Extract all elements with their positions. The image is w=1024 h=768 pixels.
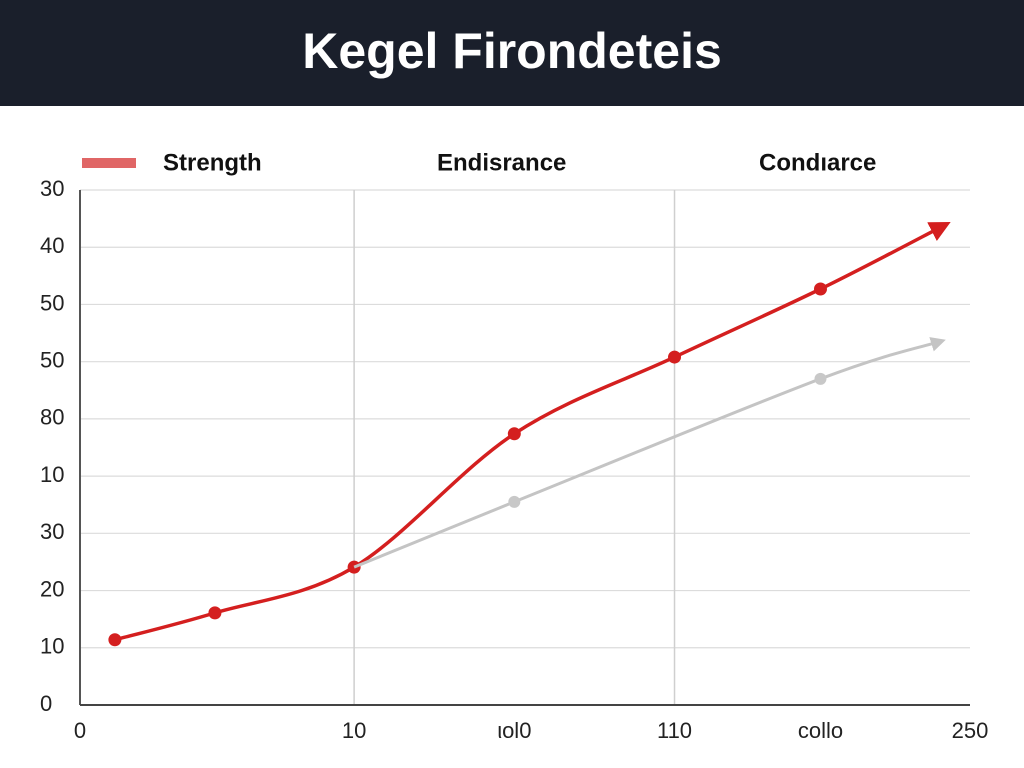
point bbox=[814, 372, 827, 385]
y-tick-label: 50 bbox=[40, 347, 64, 372]
point bbox=[208, 606, 222, 620]
point bbox=[813, 282, 827, 296]
point bbox=[108, 633, 122, 647]
x-tick-label: 0 bbox=[74, 718, 86, 743]
legend-label: Endisrance bbox=[437, 149, 566, 176]
y-tick-label: 30 bbox=[40, 176, 64, 201]
series-line bbox=[353, 337, 946, 569]
legend-label: Strength bbox=[163, 149, 262, 176]
y-tick-label: 30 bbox=[40, 519, 64, 544]
x-tick-label: 250 bbox=[952, 718, 989, 743]
y-tick-label: 80 bbox=[40, 405, 64, 430]
x-tick-label: collo bbox=[798, 718, 843, 743]
y-tick-label: 40 bbox=[40, 233, 64, 258]
y-tick-label: 50 bbox=[40, 290, 64, 315]
point bbox=[507, 427, 521, 441]
point bbox=[668, 350, 682, 364]
x-tick-label: ιol0 bbox=[497, 718, 531, 743]
legend-label: Condıarce bbox=[759, 149, 876, 176]
point bbox=[508, 495, 521, 508]
header-band bbox=[0, 0, 1024, 106]
legend-swatch bbox=[82, 158, 136, 168]
y-tick-label: 20 bbox=[40, 576, 64, 601]
chart-title: Kegel Firondeteis bbox=[302, 23, 722, 79]
x-tick-label: 110 bbox=[657, 718, 692, 743]
y-tick-label: 10 bbox=[40, 462, 64, 487]
x-tick-label: 10 bbox=[342, 718, 366, 743]
y-tick-label: 10 bbox=[40, 634, 64, 659]
y-tick-label: 0 bbox=[40, 691, 52, 716]
